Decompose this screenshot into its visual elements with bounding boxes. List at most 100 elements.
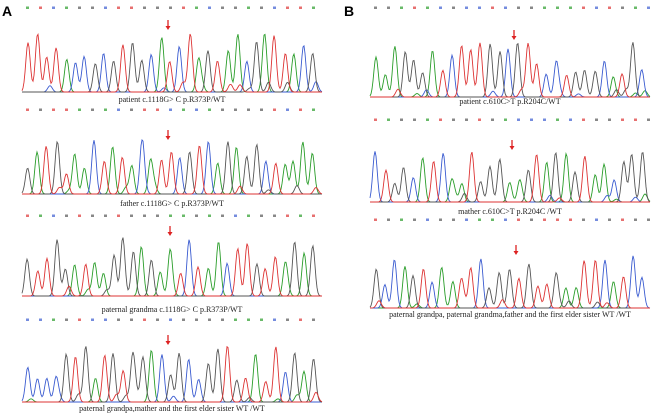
- base-call: [169, 6, 172, 9]
- base-call: [621, 118, 624, 121]
- base-call: [65, 214, 68, 217]
- base-call: [104, 108, 107, 111]
- base-call: [221, 108, 224, 111]
- base-call: [65, 318, 68, 321]
- caption: patient c.610C>T p.R204C/WT: [459, 97, 560, 106]
- base-call: [504, 218, 507, 221]
- base-call: [465, 118, 468, 121]
- base-call: [400, 218, 403, 221]
- chromatogram-trace: [370, 42, 650, 98]
- base-call: [299, 214, 302, 217]
- base-call: [439, 218, 442, 221]
- base-call: [530, 6, 533, 9]
- base-call: [247, 6, 250, 9]
- base-call: [608, 218, 611, 221]
- base-call: [52, 6, 55, 9]
- chromatogram-trace: [22, 145, 323, 195]
- base-call: [413, 118, 416, 121]
- base-call: [247, 108, 250, 111]
- base-call: [491, 6, 494, 9]
- base-call: [208, 214, 211, 217]
- base-call: [582, 118, 585, 121]
- base-call: [286, 318, 289, 321]
- arrow-head: [513, 251, 519, 255]
- base-call: [156, 214, 159, 217]
- base-call: [595, 118, 598, 121]
- base-call: [221, 318, 224, 321]
- base-call: [426, 6, 429, 9]
- base-call: [465, 6, 468, 9]
- base-call: [299, 318, 302, 321]
- base-call: [491, 218, 494, 221]
- base-call: [221, 214, 224, 217]
- base-call: [452, 118, 455, 121]
- caption: paternal grandma c.1118G> C p.R373P/WT: [102, 305, 243, 314]
- base-call: [556, 118, 559, 121]
- base-call: [221, 6, 224, 9]
- base-call: [156, 318, 159, 321]
- base-call: [312, 108, 315, 111]
- base-call: [26, 214, 29, 217]
- base-call: [413, 218, 416, 221]
- base-call: [400, 118, 403, 121]
- base-call: [26, 318, 29, 321]
- base-call: [426, 118, 429, 121]
- base-call: [621, 218, 624, 221]
- base-call: [608, 118, 611, 121]
- base-call: [91, 318, 94, 321]
- base-call: [260, 214, 263, 217]
- base-call: [52, 108, 55, 111]
- base-call: [104, 6, 107, 9]
- base-call: [400, 6, 403, 9]
- base-call: [234, 214, 237, 217]
- base-call: [530, 218, 533, 221]
- base-call: [52, 214, 55, 217]
- base-call: [130, 214, 133, 217]
- base-call: [299, 108, 302, 111]
- base-call: [260, 108, 263, 111]
- base-call: [143, 214, 146, 217]
- base-call: [286, 214, 289, 217]
- base-call: [182, 108, 185, 111]
- base-call: [556, 6, 559, 9]
- base-call: [52, 318, 55, 321]
- base-call: [39, 318, 42, 321]
- base-call: [582, 218, 585, 221]
- caption: mather c.610C>T p.R204C /WT: [458, 207, 562, 216]
- base-call: [39, 6, 42, 9]
- base-call: [169, 108, 172, 111]
- base-call: [478, 6, 481, 9]
- chromatogram-trace: [370, 259, 650, 309]
- base-call: [374, 118, 377, 121]
- base-call: [504, 6, 507, 9]
- chromatogram-trace: [370, 48, 651, 98]
- caption: father c.1118G> C p.R373P/WT: [120, 199, 224, 208]
- base-call: [65, 6, 68, 9]
- base-call: [78, 108, 81, 111]
- base-call: [234, 108, 237, 111]
- base-call: [182, 214, 185, 217]
- chromatogram-trace: [22, 345, 323, 403]
- base-call: [143, 6, 146, 9]
- base-call: [130, 318, 133, 321]
- base-call: [478, 118, 481, 121]
- arrow-head: [509, 146, 515, 150]
- base-call: [647, 218, 650, 221]
- base-call: [182, 6, 185, 9]
- base-call: [247, 318, 250, 321]
- base-call: [595, 6, 598, 9]
- base-call: [130, 6, 133, 9]
- base-call: [530, 118, 533, 121]
- base-call: [621, 6, 624, 9]
- base-call: [65, 108, 68, 111]
- base-call: [608, 6, 611, 9]
- base-call: [387, 6, 390, 9]
- base-call: [465, 218, 468, 221]
- base-call: [387, 118, 390, 121]
- base-call: [517, 6, 520, 9]
- base-call: [234, 318, 237, 321]
- base-call: [491, 118, 494, 121]
- chromatogram-trace: [369, 263, 650, 309]
- base-call: [26, 6, 29, 9]
